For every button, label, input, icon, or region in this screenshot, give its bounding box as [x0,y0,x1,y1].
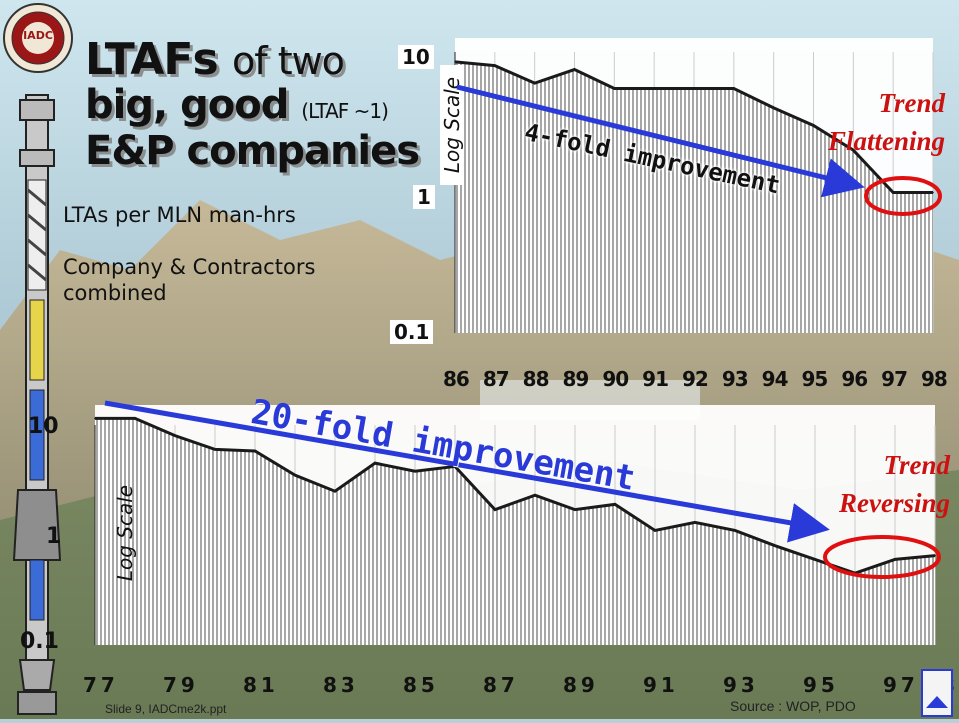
scope-label-1: Company & Contractors [63,255,316,279]
scope-label-2: combined [63,281,167,305]
bot-point [294,474,296,476]
top-trend-circle [864,176,942,216]
bot-xtick: 83 [323,673,359,697]
bot-xtick: 77 [83,673,119,697]
bot-xtick: 97 [883,673,919,697]
bot-point [574,508,576,511]
top-point [613,87,616,90]
drill-string-illustration [12,94,62,715]
top-point [772,107,775,109]
top-ytick-1: 1 [413,185,435,209]
bottom-improvement-arrow [104,400,830,543]
bot-point [734,529,736,532]
bot-point [534,494,536,497]
title-note: (LTAF ~1) [301,99,389,123]
top-point [573,68,576,71]
bot-point [334,490,336,493]
bot-point [694,521,696,524]
title-rest: of two [231,39,345,83]
top-xtick: 96 [841,367,868,391]
top-point [533,82,536,84]
bot-ytick-1: 1 [46,524,62,549]
bot-xtick: 91 [643,673,679,697]
bot-point [374,462,376,464]
title-line-3: E&P companies [85,128,420,174]
bot-xtick: 85 [403,673,439,697]
title-bold: LTAFs [85,34,219,85]
top-xtick: 87 [482,367,510,391]
bot-point [254,450,256,452]
top-point [812,124,815,127]
bot-xtick: 81 [243,673,279,697]
slide-reference: Slide 9, IADCme2k.ppt [105,702,227,716]
bot-point [814,558,816,561]
top-xtick: 90 [602,367,629,391]
bot-series-line [95,416,936,575]
top-trend-line2: Flattening [827,126,945,156]
bot-point [134,417,136,420]
bot-ytick-0-1: 0.1 [20,629,59,654]
bot-xtick: 95 [803,673,839,697]
top-point [733,87,735,90]
title-line-1: LTAFs of two [85,34,345,85]
bottom-trend-label: Trend Reversing [760,446,950,522]
top-trend-label: Trend Flattening [760,84,945,160]
top-xtick: 98 [921,367,948,391]
bottom-trend-line1: Trend [883,450,951,480]
top-trend-line1: Trend [878,88,946,118]
iadc-logo: IADC [2,2,74,74]
top-point [852,149,855,152]
bot-point [614,503,616,506]
bot-point [214,448,216,451]
top-area [455,61,933,334]
top-xtick: 92 [682,367,709,391]
page-corner-icon [920,668,954,718]
bot-point [934,554,936,557]
source-note: Source : WOP, PDO [730,698,856,714]
top-point [494,64,496,67]
bot-xtick: 89 [563,673,599,697]
top-point [892,191,894,194]
bot-point [654,529,656,532]
bot-point [174,434,176,437]
bot-point [494,508,496,511]
bot-xtick: 79 [163,673,199,697]
top-xtick: 93 [721,367,749,391]
top-xtick: 86 [443,367,470,391]
title-main: big, good [85,82,289,128]
top-ytick-10: 10 [398,45,434,69]
bot-point [894,558,896,561]
bot-ytick-10: 10 [28,414,59,439]
top-improvement-arrow [456,84,865,198]
bot-xtick: 87 [483,673,519,697]
metric-label: LTAs per MLN man-hrs [63,203,296,227]
logo-text: IADC [23,29,53,42]
top-xtick: 91 [642,367,669,391]
bot-xtick: 93 [723,673,759,697]
bot-point [774,544,776,547]
top-xtick: 97 [881,367,908,391]
top-xtick: 89 [562,367,590,391]
top-point [693,87,695,90]
top-ytick-0-1: 0.1 [390,320,434,344]
bot-point [94,417,96,420]
top-xtick: 94 [761,367,789,391]
top-point [653,87,655,90]
top-xtick: 88 [522,367,550,391]
bottom-trend-line2: Reversing [839,488,950,518]
title-line-2: big, good (LTAF ~1) [85,82,389,128]
bot-point [414,470,416,473]
top-point [932,191,934,194]
top-xtick: 95 [801,367,829,391]
bot-area [95,418,935,645]
bottom-trend-circle [823,535,941,579]
